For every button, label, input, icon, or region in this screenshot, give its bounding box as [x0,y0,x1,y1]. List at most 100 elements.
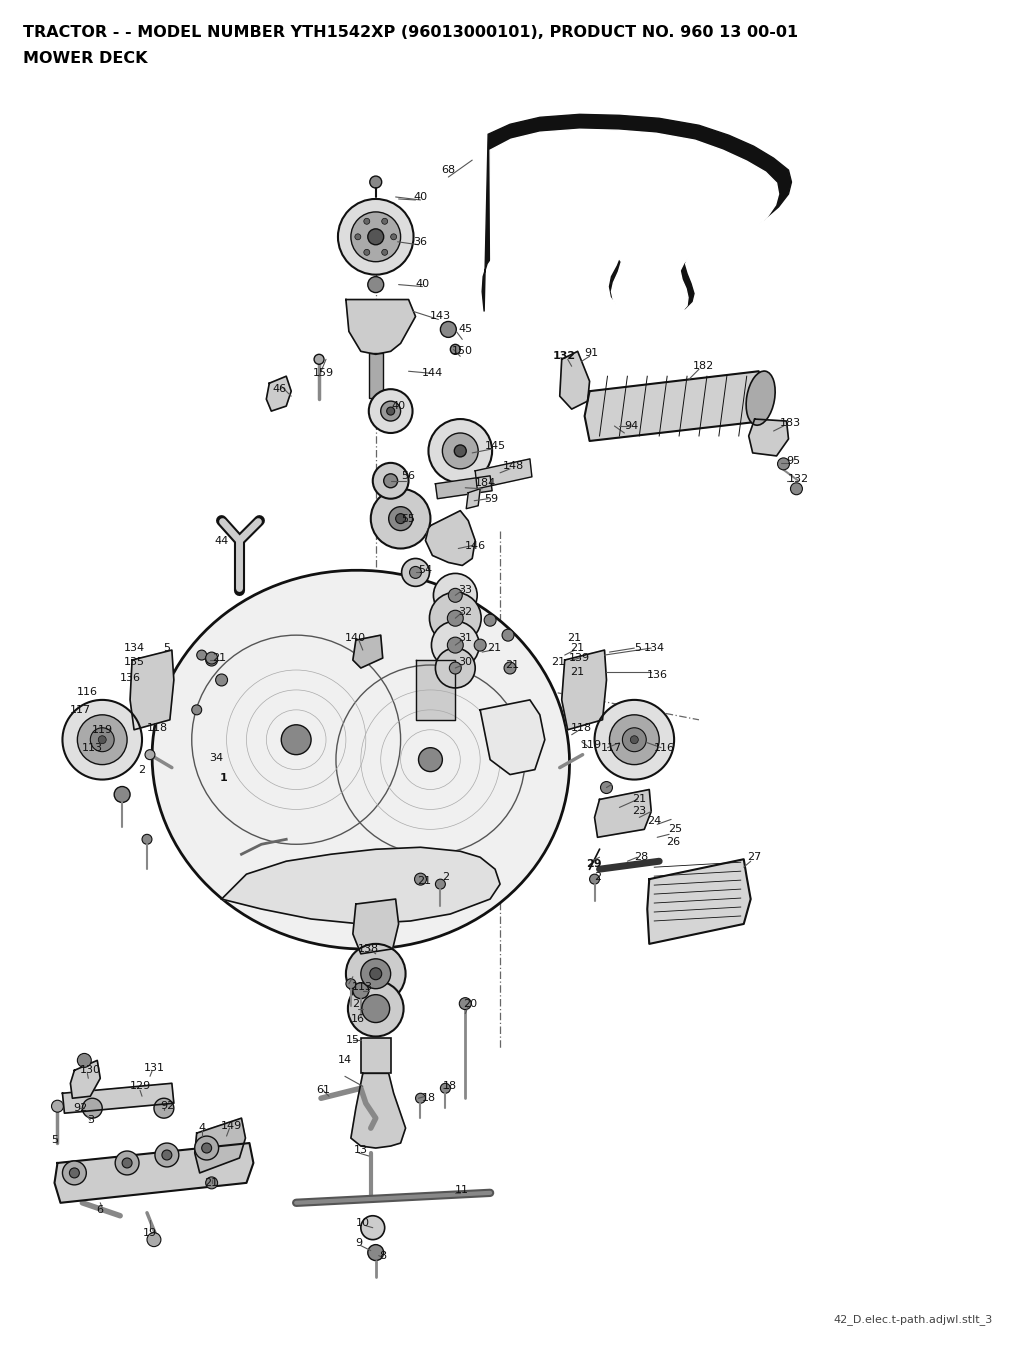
Circle shape [431,621,479,668]
Text: 116: 116 [77,687,98,697]
Polygon shape [346,300,416,354]
Text: 18: 18 [443,1081,458,1091]
Polygon shape [480,699,545,775]
Circle shape [442,433,478,469]
Circle shape [355,234,360,239]
Circle shape [62,699,142,780]
Circle shape [78,714,127,764]
Text: 14: 14 [338,1056,352,1065]
Circle shape [447,638,463,654]
Polygon shape [353,898,398,954]
Text: 131: 131 [143,1064,165,1073]
Text: 136: 136 [120,672,140,683]
Circle shape [600,781,612,794]
Text: 32: 32 [458,607,472,617]
Text: 118: 118 [146,722,168,733]
Circle shape [382,218,388,225]
Polygon shape [482,114,792,315]
Polygon shape [416,660,456,720]
Circle shape [51,1100,63,1112]
Circle shape [195,1137,218,1159]
Text: 146: 146 [465,541,485,550]
Text: 117: 117 [601,742,622,753]
Circle shape [202,1143,212,1153]
Circle shape [435,880,445,889]
Circle shape [419,748,442,772]
Text: 13: 13 [354,1145,368,1155]
Text: 145: 145 [484,441,506,451]
Text: 113: 113 [82,742,102,753]
Text: 19: 19 [143,1228,157,1237]
Text: 24: 24 [647,816,662,826]
Text: 144: 144 [422,369,443,378]
Text: 139: 139 [569,654,590,663]
Text: 30: 30 [459,658,472,667]
Circle shape [78,1053,91,1068]
Polygon shape [71,1060,100,1099]
Circle shape [416,1093,426,1103]
Text: 21: 21 [418,876,431,886]
Text: 2: 2 [441,872,449,882]
Circle shape [502,629,514,642]
Circle shape [401,558,429,586]
Circle shape [142,834,152,845]
Circle shape [410,566,422,578]
Text: 55: 55 [401,514,416,523]
Text: 21: 21 [551,658,565,667]
Polygon shape [585,371,764,441]
Circle shape [433,573,477,617]
Text: 26: 26 [666,838,680,847]
Text: 21: 21 [487,643,501,654]
Circle shape [314,354,324,364]
Text: 117: 117 [70,705,91,714]
Text: 46: 46 [272,385,287,394]
Text: 3: 3 [87,1115,94,1126]
Text: 15: 15 [346,1036,359,1045]
Circle shape [389,507,413,530]
Text: 54: 54 [419,565,432,576]
Polygon shape [475,459,531,488]
Circle shape [435,648,475,687]
Circle shape [82,1099,102,1118]
Text: 143: 143 [430,312,451,321]
Text: 134: 134 [644,643,665,654]
Circle shape [373,463,409,499]
Text: 6: 6 [96,1205,103,1215]
Text: 159: 159 [312,369,334,378]
Polygon shape [560,351,590,409]
Ellipse shape [153,570,569,950]
Text: 21: 21 [205,1178,219,1188]
Polygon shape [426,511,475,565]
Text: 135: 135 [124,658,144,667]
Text: 21: 21 [570,643,585,654]
Polygon shape [351,1073,406,1149]
Circle shape [371,488,430,549]
Ellipse shape [746,371,775,425]
Polygon shape [353,635,383,668]
Circle shape [338,199,414,274]
Text: 118: 118 [571,722,592,733]
Text: 134: 134 [124,643,144,654]
Text: 10: 10 [355,1217,370,1228]
Circle shape [282,725,311,755]
Circle shape [370,176,382,188]
Text: 140: 140 [345,633,367,643]
Text: 11: 11 [456,1185,469,1194]
Text: 21: 21 [505,660,519,670]
Text: 4: 4 [198,1123,205,1132]
Text: 136: 136 [647,670,668,681]
Circle shape [455,445,466,457]
Text: 119: 119 [92,725,113,734]
Circle shape [382,249,388,256]
Polygon shape [749,420,788,456]
Circle shape [364,249,370,256]
Text: 31: 31 [459,633,472,643]
Circle shape [206,1177,218,1189]
Circle shape [395,514,406,523]
Text: 150: 150 [452,346,473,356]
Circle shape [369,389,413,433]
Circle shape [360,959,391,989]
Text: 28: 28 [634,853,648,862]
Text: MOWER DECK: MOWER DECK [23,51,147,66]
Text: 21: 21 [213,654,226,663]
